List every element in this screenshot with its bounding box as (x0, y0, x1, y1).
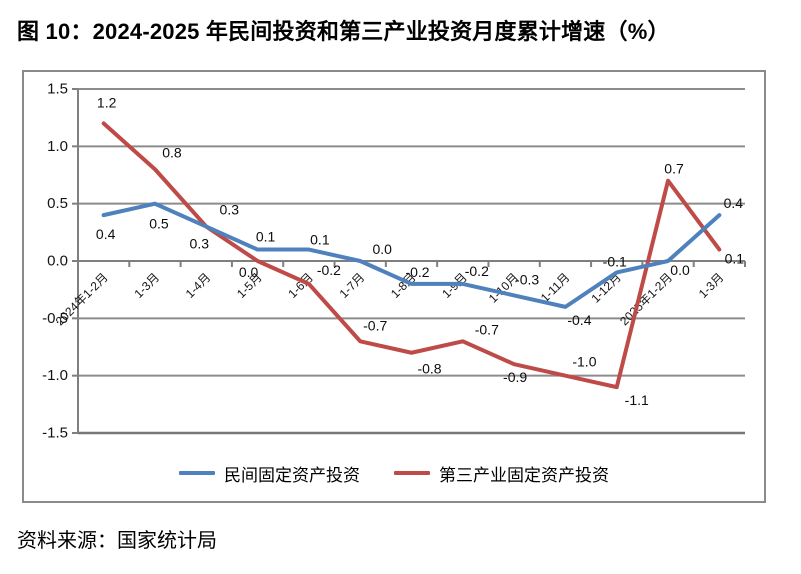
y-axis-label: 1.5 (47, 80, 68, 97)
data-label-tertiary-industry: -1.1 (625, 392, 649, 408)
chart-frame: 1.5 1.0 0.5 0.0 -0.5 -1.0 -1.5 2024年1-2月 1-3月 1-4… (22, 70, 766, 503)
series-line-tertiary-industry (101, 121, 722, 390)
data-label-tertiary-industry: -0.7 (363, 317, 387, 333)
legend-label-tertiary-industry: 第三产业固定资产投资 (439, 465, 609, 485)
data-label-tertiary-industry: 0.3 (220, 202, 240, 218)
data-label-tertiary-industry: 0.7 (664, 161, 684, 177)
data-label-private-investment: -0.2 (405, 264, 429, 280)
data-label-private-investment: 0.0 (670, 262, 690, 278)
y-axis-label: -1.5 (42, 425, 68, 442)
y-axis-label: 0.0 (47, 253, 68, 270)
data-label-private-investment: -0.3 (515, 271, 539, 287)
data-label-tertiary-industry: 0.8 (162, 144, 182, 160)
y-axis-label: -1.0 (42, 367, 68, 384)
data-label-private-investment: 0.4 (724, 195, 744, 211)
y-axis-label: 0.5 (47, 195, 68, 212)
legend-swatch-tertiary-industry-icon (394, 471, 430, 475)
data-label-private-investment: -0.1 (603, 253, 627, 269)
legend-item-private-investment: 民间固定资产投资 (179, 461, 360, 486)
legend-item-tertiary-industry: 第三产业固定资产投资 (394, 461, 609, 486)
chart-legend: 民间固定资产投资 第三产业固定资产投资 (24, 460, 764, 486)
data-label-tertiary-industry: -0.9 (503, 369, 527, 385)
source-note: 资料来源：国家统计局 (17, 530, 217, 552)
data-label-private-investment: -0.2 (465, 263, 489, 279)
series-line-private-investment (101, 201, 722, 309)
x-axis-label: 1-3月 (131, 270, 162, 301)
data-label-tertiary-industry: -0.8 (417, 361, 441, 377)
data-label-private-investment: 0.3 (190, 236, 210, 252)
x-axis-label: 1-3月 (696, 270, 727, 301)
data-label-private-investment: 0.4 (96, 226, 116, 242)
legend-label-private-investment: 民间固定资产投资 (224, 465, 360, 485)
data-label-private-investment: 0.1 (256, 229, 276, 245)
data-label-private-investment: 0.5 (149, 216, 169, 232)
data-label-tertiary-industry: -0.2 (317, 262, 341, 278)
y-axis-label: -0.5 (42, 310, 68, 327)
x-axis-label: 2024年1-2月 (53, 270, 111, 328)
chart-plot-area: 1.5 1.0 0.5 0.0 -0.5 -1.0 -1.5 2024年1-2月 1-3月 1-4… (42, 80, 746, 442)
data-label-tertiary-industry: 0.0 (239, 264, 259, 280)
data-label-tertiary-industry: 0.1 (725, 251, 745, 267)
data-label-private-investment: -0.4 (567, 312, 591, 328)
x-axis-label: 1-11月 (538, 270, 573, 305)
y-axis-label: 1.0 (47, 138, 68, 155)
chart-title: 图 10：2024-2025 年民间投资和第三产业投资月度累计增速（%） (17, 19, 670, 44)
data-label-tertiary-industry: -1.0 (572, 354, 596, 370)
x-axis-label: 1-4月 (183, 270, 214, 301)
legend-swatch-private-investment-icon (179, 471, 215, 475)
data-label-private-investment: 0.1 (310, 232, 330, 248)
data-label-private-investment: 0.0 (372, 241, 392, 257)
data-label-tertiary-industry: 1.2 (97, 94, 117, 110)
x-axis-label: 1-7月 (337, 270, 368, 301)
x-axis-label: 2025年1-2月 (617, 270, 675, 328)
data-label-tertiary-industry: -0.7 (475, 321, 499, 337)
